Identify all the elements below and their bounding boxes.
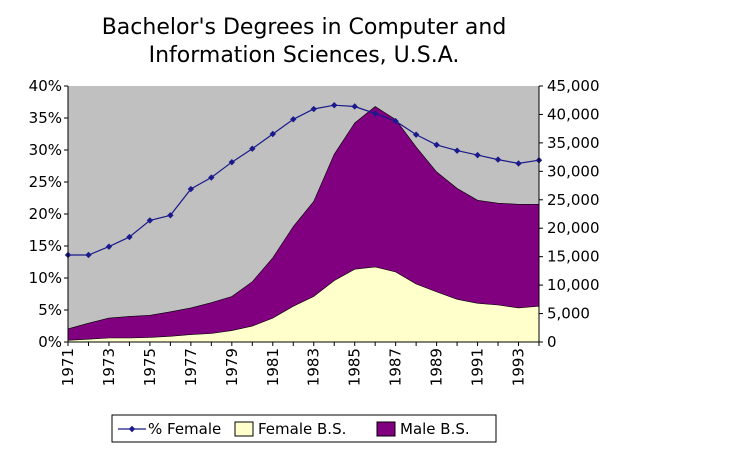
pct-female-point [228, 158, 236, 166]
x-axis-tick-label: 1979 [223, 348, 241, 386]
pct-female-point [331, 102, 338, 109]
x-axis-tick-label: 1981 [264, 348, 282, 386]
pct-female-point [515, 160, 522, 167]
right-axis-tick-label: 10,000 [547, 276, 600, 294]
x-axis-tick-label: 1971 [59, 348, 77, 386]
pct-female-point [126, 233, 133, 241]
pct-female-point [85, 251, 92, 259]
right-axis-tick-label: 20,000 [547, 219, 600, 237]
pct-female-point [146, 217, 154, 224]
legend-box [111, 414, 497, 443]
pct-female-point [187, 185, 195, 193]
pct-female-point [105, 243, 113, 250]
left-axis-tick-label: 15% [29, 237, 62, 255]
pct-female-point [392, 118, 399, 125]
pct-female-point [474, 151, 481, 159]
legend-swatch-male [376, 421, 396, 437]
pct-female-point [249, 145, 256, 152]
line-series [64, 102, 543, 259]
pct-female-point [412, 131, 420, 138]
pct-female-point [208, 174, 215, 181]
right-axis-tick-label: 25,000 [547, 191, 600, 209]
legend-label-male-bs: Male B.S. [400, 420, 470, 438]
right-axis-tick-label: 35,000 [547, 134, 600, 152]
right-axis-tick-label: 40,000 [547, 105, 600, 123]
left-axis-tick-label: 35% [29, 109, 62, 127]
x-axis-tick-label: 1975 [141, 348, 159, 386]
pct-female-point [351, 103, 358, 110]
male-bs-area [67, 106, 540, 343]
left-axis-tick-label: 10% [29, 269, 62, 287]
chart-title-line-2: Information Sciences, U.S.A. [149, 43, 460, 68]
x-axis: 1971 1973 1975 1977 1979 1981 1983 1985 1987 1989… [59, 342, 540, 386]
x-axis-tick-label: 1983 [305, 348, 323, 386]
x-axis-tick-label: 1985 [346, 348, 364, 386]
left-axis-tick-label: 30% [29, 141, 62, 159]
right-axis-tick-label: 15,000 [547, 248, 600, 266]
x-axis-tick-label: 1989 [428, 348, 446, 386]
left-axis-tick-label: 0% [38, 333, 62, 351]
x-axis-tick-label: 1977 [182, 348, 200, 386]
legend: % Female Female B.S. Male B.S. [111, 414, 497, 443]
pct-female-point [433, 141, 440, 149]
pct-female-point [269, 130, 276, 138]
pct-female-point [310, 105, 317, 113]
pct-female-point [167, 212, 174, 219]
pct-female-point [453, 147, 461, 154]
area-series [67, 106, 540, 343]
left-axis-tick-label: 5% [38, 301, 62, 319]
pct-female-line [68, 104, 540, 256]
left-axis-tick-label: 25% [29, 173, 62, 191]
chart-title: Bachelor's Degrees in Computer and Infor… [102, 15, 507, 68]
legend-swatch-female [234, 421, 254, 437]
left-axis-tick-label: 20% [29, 205, 62, 223]
x-axis-tick-label: 1973 [100, 348, 118, 386]
pct-female-point [494, 156, 502, 163]
x-axis-tick-label: 1993 [510, 348, 528, 386]
chart-title-line-1: Bachelor's Degrees in Computer and [102, 15, 507, 40]
legend-label-female-bs: Female B.S. [258, 420, 346, 438]
left-axis: 0% 5% 10% 15% 20% 25% 30% 35% 40% [29, 77, 68, 351]
right-axis: 0 5,000 10,000 15,000 20,000 25,000 30,000 35,0… [539, 77, 600, 351]
right-axis-tick-label: 0 [547, 333, 557, 351]
legend-diamond-icon [128, 425, 136, 433]
right-axis-tick-label: 30,000 [547, 162, 600, 180]
right-axis-tick-label: 5,000 [547, 305, 590, 323]
pct-female-point [290, 116, 297, 123]
x-axis-tick-label: 1987 [387, 348, 405, 386]
pct-female-point [371, 110, 379, 117]
right-axis-tick-label: 45,000 [547, 77, 600, 95]
left-axis-tick-label: 40% [29, 77, 62, 95]
x-axis-tick-label: 1991 [469, 348, 487, 386]
legend-label-pct-female: % Female [148, 420, 221, 438]
female-bs-area [67, 266, 540, 343]
